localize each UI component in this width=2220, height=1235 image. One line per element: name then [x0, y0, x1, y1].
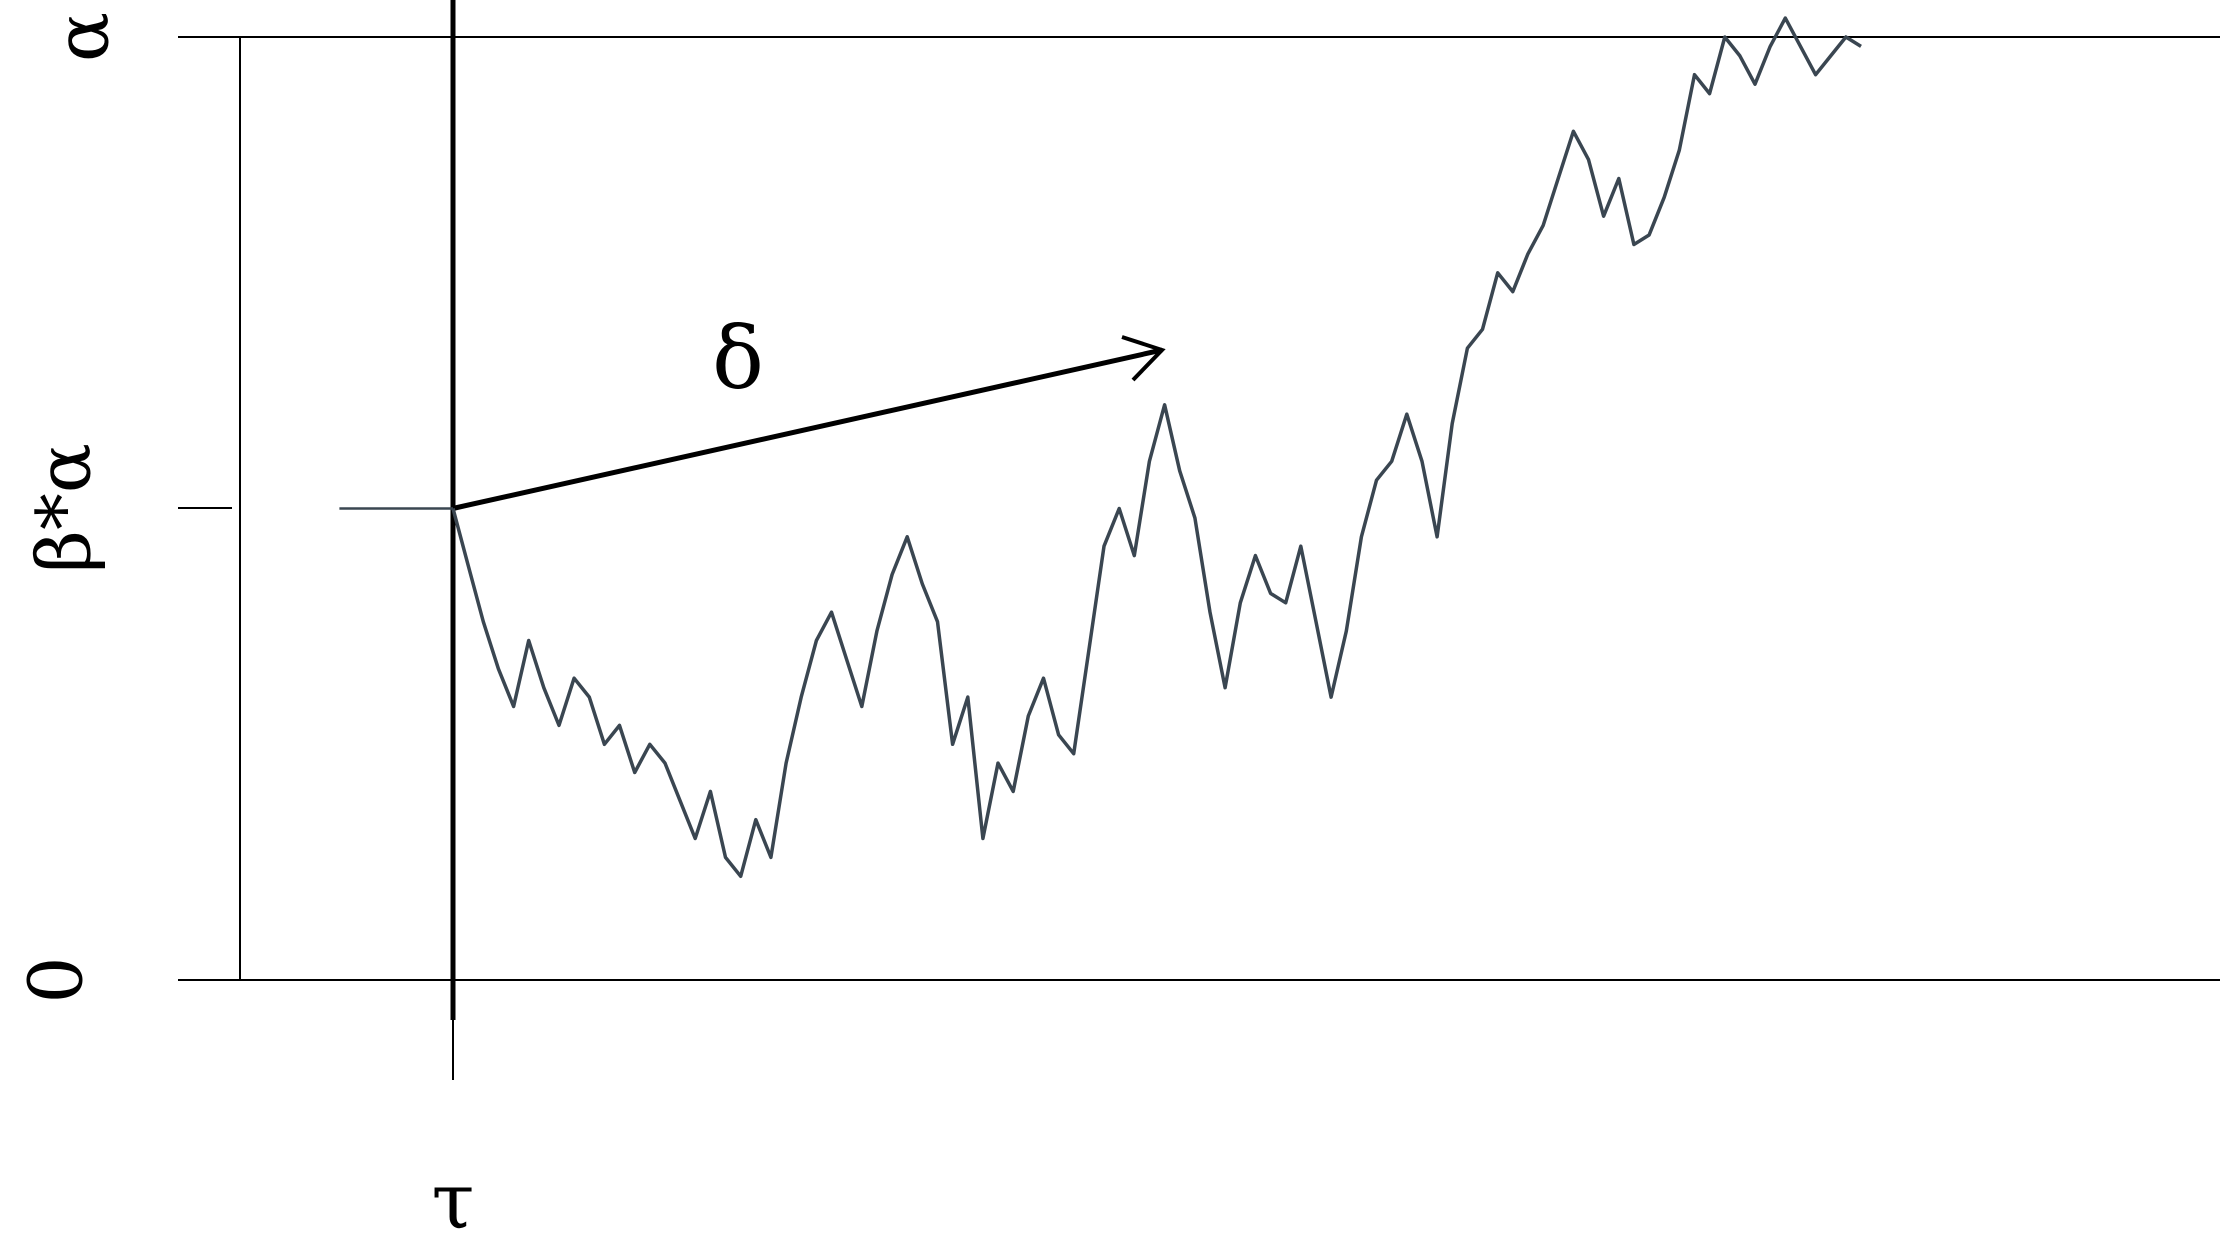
- drift-arrow: [454, 335, 1166, 511]
- y-tick-label-alpha: α: [39, 12, 125, 62]
- x-tick-label-tau: τ: [431, 1157, 474, 1235]
- process-path: [451, 16, 1862, 879]
- drift-arrow-head: [1121, 335, 1166, 382]
- drift-arrow-shaft: [454, 347, 1163, 511]
- y-tick-label-beta-alpha: β*α: [21, 443, 107, 573]
- series-layer: [339, 16, 1862, 879]
- y-tick-label-zero: 0: [13, 956, 99, 1003]
- drift-label-delta: δ: [712, 309, 764, 409]
